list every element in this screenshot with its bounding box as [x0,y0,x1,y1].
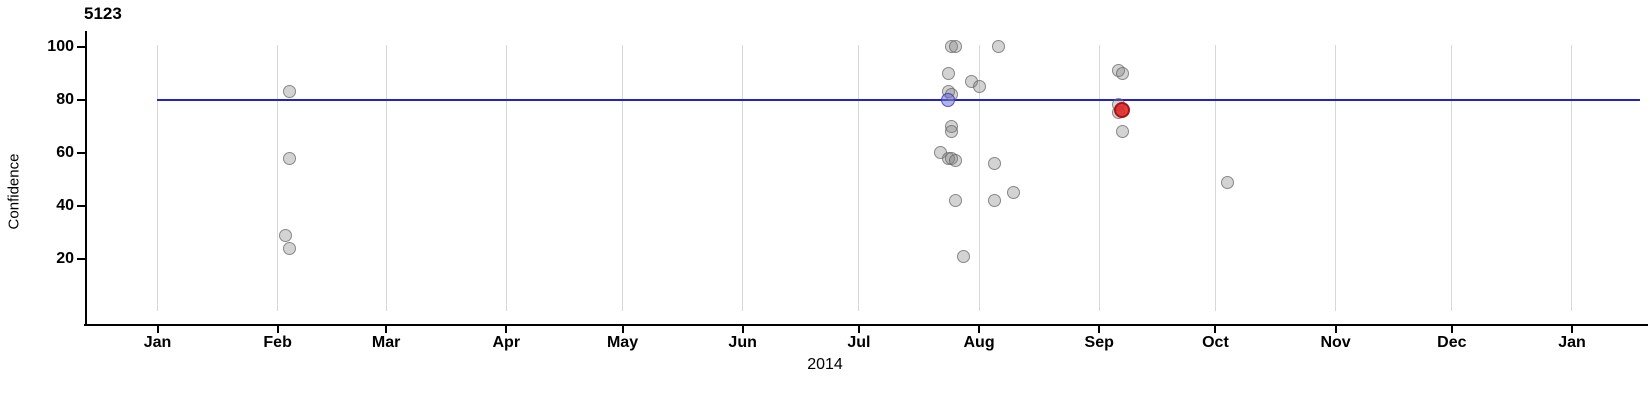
y-tick [77,258,85,261]
x-tick [621,326,624,333]
gridline [277,45,279,311]
data-point[interactable] [957,249,971,263]
x-tick-label: Jul [847,334,871,351]
data-point[interactable] [282,241,296,255]
y-tick [77,151,85,154]
y-axis-line [85,31,87,326]
x-tick-label: Mar [371,334,401,351]
data-point[interactable] [972,79,986,93]
gridline [1451,45,1453,311]
data-point[interactable] [1115,66,1129,80]
gridline [978,45,980,311]
x-tick-label: Dec [1437,334,1467,351]
data-point[interactable] [1220,175,1234,189]
x-tick-label: Oct [1202,334,1229,351]
x-tick [1334,326,1337,333]
y-axis-label: Confidence [5,153,23,230]
x-tick-label: Jan [143,334,172,351]
x-tick-label: Jun [728,334,757,351]
data-point[interactable] [1007,186,1021,200]
x-tick-label: Jan [1558,334,1586,351]
x-tick [385,326,388,333]
x-axis-label: 2014 [807,356,843,373]
data-point[interactable] [1115,125,1129,139]
y-tick [77,98,85,101]
chart-title: 5123 [84,4,122,23]
reference-line-80 [157,99,1640,101]
data-point[interactable] [278,228,292,242]
y-tick-label: 80 [56,90,74,108]
data-point[interactable] [988,156,1002,170]
gridline [1335,45,1337,311]
reference-data-point-blue[interactable] [941,92,956,107]
data-point[interactable] [282,85,296,99]
x-tick [1570,326,1573,333]
data-point[interactable] [949,40,963,53]
x-tick-label: Feb [263,334,292,351]
gridline [622,45,624,311]
y-tick-label: 100 [47,37,74,55]
y-tick [77,204,85,207]
x-tick [1098,326,1101,333]
y-tick-label: 20 [56,250,74,268]
y-tick-label: 60 [56,143,74,161]
data-point[interactable] [988,194,1002,208]
x-tick [857,326,860,333]
x-tick [156,326,159,333]
x-axis-line [84,324,1648,326]
y-tick-label: 40 [56,196,74,214]
data-point[interactable] [941,66,955,80]
gridline [1214,45,1216,311]
x-tick [978,326,981,333]
x-tick-label: Sep [1084,334,1114,351]
data-point[interactable] [282,151,296,165]
y-tick [77,45,85,48]
x-tick-label: May [606,334,639,351]
x-tick [1450,326,1453,333]
data-point[interactable] [949,194,963,208]
data-point[interactable] [945,125,959,139]
x-tick [741,326,744,333]
gridline [1098,45,1100,311]
x-tick-label: Apr [492,334,521,351]
x-tick-label: Nov [1320,334,1351,351]
x-tick [505,326,508,333]
x-tick [276,326,279,333]
data-point[interactable] [991,40,1005,53]
data-point[interactable] [949,154,963,168]
x-tick [1214,326,1217,333]
gridline [385,45,387,311]
gridline [505,45,507,311]
gridline [742,45,744,311]
x-tick-label: Aug [963,334,995,351]
gridline [858,45,860,311]
highlighted-data-point-red[interactable] [1114,102,1131,119]
gridline [1571,45,1573,311]
gridline [157,45,158,311]
